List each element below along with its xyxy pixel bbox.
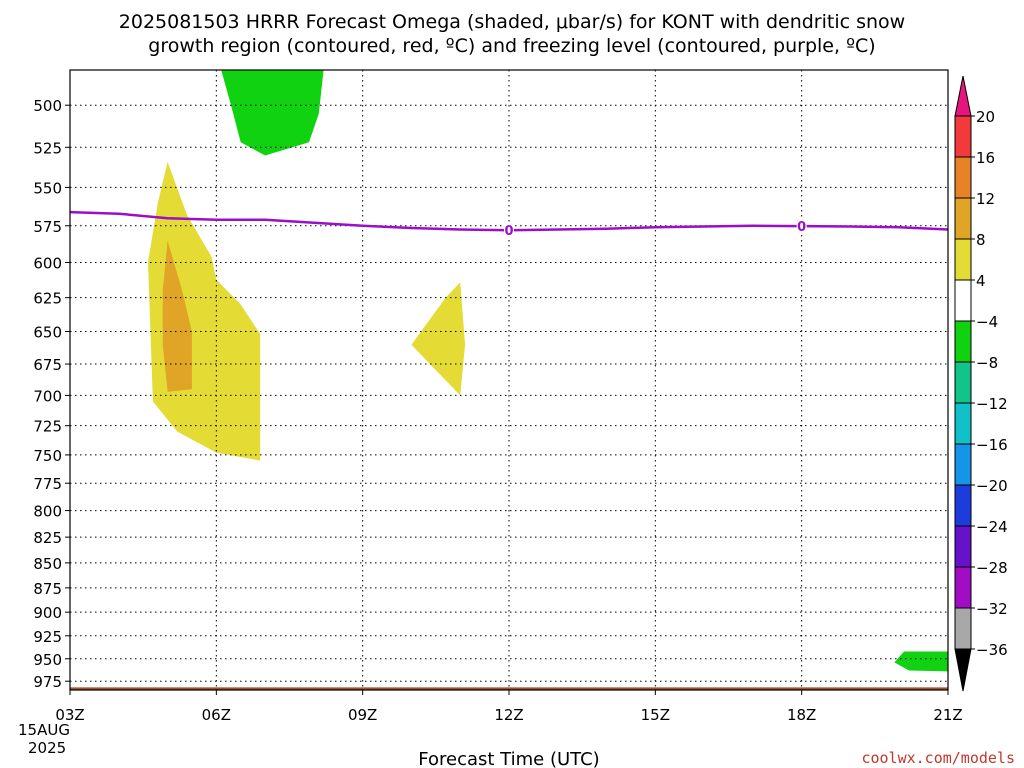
colorbar-label-6: −4 [976, 313, 998, 331]
x-start-date-day: 15AUG [18, 721, 70, 739]
y-tick-label-550: 550 [33, 179, 62, 197]
colorbar-top-triangle [954, 75, 972, 117]
omega-region-4 [411, 282, 466, 396]
colorbar-label-8: −12 [976, 395, 1008, 413]
watermark: coolwx.com/models [861, 749, 1015, 767]
colorbar-label-13: −32 [976, 600, 1008, 618]
colorbar-band-8 [954, 402, 972, 445]
surface-terrain [70, 687, 948, 690]
colorbar-bottom-triangle [954, 648, 972, 692]
y-tick-label-725: 725 [33, 418, 62, 436]
y-tick-label-750: 750 [33, 447, 62, 465]
colorbar-band-12 [954, 566, 972, 609]
x-tick-label-09Z: 09Z [348, 706, 377, 724]
colorbar-band-1 [954, 115, 972, 158]
x-tick-label-12Z: 12Z [494, 706, 523, 724]
colorbar-band-9 [954, 443, 972, 486]
colorbar-band-5 [954, 279, 972, 322]
y-tick-label-875: 875 [33, 580, 62, 598]
colorbar-label-1: 20 [976, 108, 995, 126]
y-tick-label-575: 575 [33, 218, 62, 236]
colorbar-band-11 [954, 525, 972, 568]
colorbar-label-5: 4 [976, 272, 986, 290]
x-tick-label-21Z: 21Z [933, 706, 962, 724]
chart-title-line2: growth region (contoured, red, ºC) and f… [148, 35, 875, 57]
x-tick-label-06Z: 06Z [202, 706, 231, 724]
x-tick-label-03Z: 03Z [55, 706, 84, 724]
colorbar-label-2: 16 [976, 149, 995, 167]
colorbar-label-3: 12 [976, 190, 995, 208]
y-tick-label-925: 925 [33, 628, 62, 646]
y-tick-label-900: 900 [33, 604, 62, 622]
colorbar-label-12: −28 [976, 559, 1008, 577]
colorbar-label-7: −8 [976, 354, 998, 372]
x-start-date-year: 2025 [28, 739, 66, 757]
colorbar-band-3 [954, 197, 972, 240]
omega-region-1 [221, 70, 324, 156]
colorbar: 20 16 12 8 4 −4 −8 −12 −16 −20 −24 −28 −32 −36 [954, 75, 1008, 692]
colorbar-label-11: −24 [976, 518, 1008, 536]
colorbar-label-10: −20 [976, 477, 1008, 495]
y-tick-label-825: 825 [33, 529, 62, 547]
axes: 500 525 550 575 600 625 650 675 700 725 750 775 800 8… [33, 69, 963, 724]
colorbar-band-7 [954, 361, 972, 404]
colorbar-label-4: 8 [976, 231, 986, 249]
y-tick-label-525: 525 [33, 139, 62, 157]
y-tick-label-800: 800 [33, 503, 62, 521]
y-tick-label-850: 850 [33, 555, 62, 573]
colorbar-band-4 [954, 238, 972, 281]
x-tick-label-15Z: 15Z [641, 706, 670, 724]
freezing-level-label-1: 0 [504, 224, 513, 239]
y-tick-label-775: 775 [33, 475, 62, 493]
x-tick-label-18Z: 18Z [787, 706, 816, 724]
colorbar-band-2 [954, 156, 972, 199]
chart-title-line1: 2025081503 HRRR Forecast Omega (shaded, … [119, 11, 905, 33]
colorbar-label-9: −16 [976, 436, 1008, 454]
colorbar-band-10 [954, 484, 972, 527]
colorbar-band-13 [954, 607, 972, 650]
colorbar-band-6 [954, 320, 972, 363]
y-tick-label-675: 675 [33, 356, 62, 374]
y-tick-label-700: 700 [33, 387, 62, 405]
y-tick-label-950: 950 [33, 651, 62, 669]
colorbar-label-14: −36 [976, 641, 1008, 659]
y-tick-label-975: 975 [33, 673, 62, 691]
omega-region-5 [894, 651, 948, 672]
y-tick-label-500: 500 [33, 97, 62, 115]
y-tick-label-650: 650 [33, 323, 62, 341]
y-tick-label-625: 625 [33, 290, 62, 308]
omega-region-3 [162, 240, 192, 392]
y-tick-label-600: 600 [33, 254, 62, 272]
freezing-level-label-2: 0 [797, 220, 806, 235]
x-axis-label: Forecast Time (UTC) [418, 749, 599, 768]
